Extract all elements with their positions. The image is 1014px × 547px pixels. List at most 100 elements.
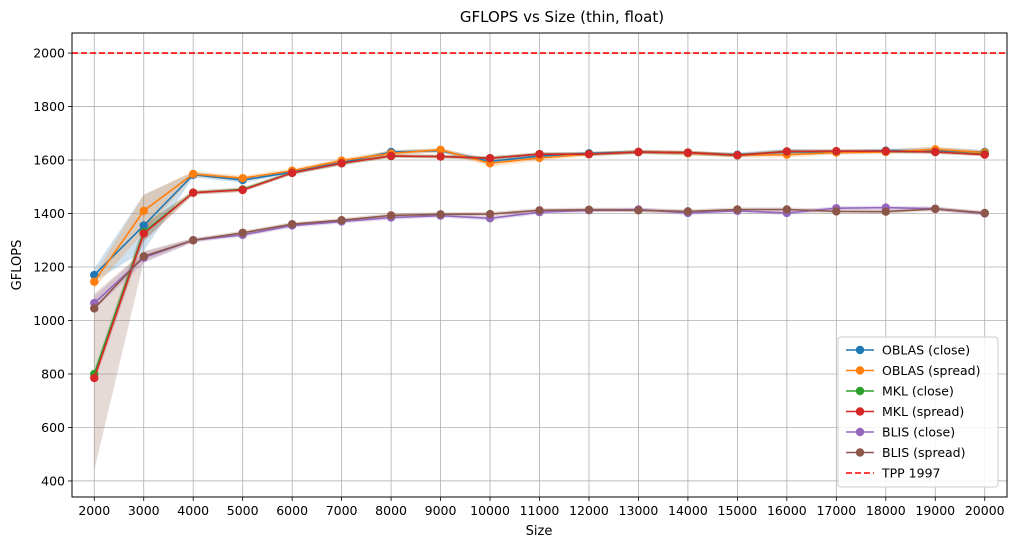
data-point [584, 205, 594, 214]
data-point [634, 206, 643, 215]
legend-label: OBLAS (spread) [882, 363, 980, 378]
legend-marker [855, 366, 865, 375]
series-3 [90, 147, 989, 383]
y-tick-label: 800 [41, 366, 65, 381]
x-tick-label: 10000 [470, 503, 510, 518]
x-axis-title: Size [526, 524, 553, 539]
data-point [337, 216, 346, 225]
data-point [238, 174, 247, 183]
x-tick-label: 5000 [227, 503, 259, 518]
data-point [881, 147, 890, 156]
data-point [90, 277, 99, 286]
data-point [189, 188, 198, 197]
chart-title: GFLOPS vs Size (thin, float) [460, 8, 664, 26]
data-point [139, 206, 148, 216]
data-point [931, 147, 940, 157]
data-point [733, 205, 742, 214]
x-tick-label: 9000 [425, 503, 457, 518]
x-tick-label: 12000 [569, 503, 609, 518]
x-tick-label: 4000 [177, 503, 209, 518]
data-point [189, 236, 198, 245]
data-point [90, 373, 99, 383]
legend-label: MKL (spread) [882, 404, 964, 419]
data-point [287, 220, 297, 229]
legend-entry: BLIS (spread) [846, 445, 965, 460]
legend: OBLAS (close) OBLAS (spread) MKL (close) MK… [837, 336, 999, 488]
series-5 [90, 204, 989, 313]
legend-label: BLIS (spread) [882, 445, 965, 460]
data-point [90, 270, 99, 280]
y-tick-label: 1200 [33, 260, 65, 275]
x-tick-label: 15000 [718, 503, 758, 518]
data-point [980, 208, 989, 218]
x-tick-label: 11000 [520, 503, 560, 518]
x-tick-label: 19000 [915, 503, 955, 518]
data-point [139, 252, 148, 261]
legend-label: BLIS (close) [882, 425, 955, 440]
data-point [337, 159, 346, 168]
data-point [980, 150, 989, 159]
data-point [485, 153, 495, 163]
data-point [436, 152, 445, 161]
data-point [683, 207, 693, 216]
data-point [287, 168, 297, 178]
data-point [535, 149, 544, 159]
y-tick-label: 2000 [33, 46, 65, 61]
data-point [782, 205, 792, 214]
x-tick-label: 17000 [816, 503, 856, 518]
x-axis-ticks: 2000 3000 4000 5000 6000 7000 8000 9000 10000 110… [78, 497, 1005, 518]
data-point [931, 204, 940, 214]
x-tick-label: 8000 [375, 503, 407, 518]
data-point [189, 169, 198, 179]
data-point [139, 229, 148, 238]
data-point [584, 149, 594, 159]
legend-box [837, 336, 999, 488]
y-tick-label: 1000 [33, 313, 65, 328]
legend-entry: MKL (spread) [846, 404, 964, 419]
legend-label: TPP 1997 [881, 466, 941, 481]
data-point [436, 210, 445, 219]
x-tick-label: 14000 [668, 503, 708, 518]
data-point [90, 304, 99, 313]
y-tick-label: 600 [41, 420, 65, 435]
data-point [782, 147, 792, 156]
data-point [485, 209, 495, 219]
data-point [881, 207, 890, 216]
legend-marker [855, 407, 865, 416]
y-tick-label: 1600 [33, 153, 65, 168]
data-point [832, 207, 841, 216]
legend-entry: OBLAS (close) [846, 343, 970, 358]
data-point [832, 147, 841, 156]
legend-label: MKL (close) [882, 384, 954, 399]
data-point [238, 185, 247, 195]
data-point [436, 145, 445, 155]
data-point [139, 221, 148, 230]
x-tick-label: 6000 [276, 503, 308, 518]
legend-entry: TPP 1997 [846, 466, 941, 481]
data-point [535, 206, 544, 215]
legend-marker [855, 345, 865, 355]
y-axis-title: GFLOPS [10, 240, 25, 291]
x-tick-label: 3000 [128, 503, 160, 518]
legend-entry: MKL (close) [846, 384, 954, 399]
x-tick-label: 2000 [78, 503, 110, 518]
legend-label: OBLAS (close) [882, 343, 970, 358]
y-axis-ticks: 400 600 800 1000 1200 1400 1600 1800 2000 [33, 46, 72, 488]
x-tick-label: 18000 [866, 503, 906, 518]
x-tick-label: 7000 [326, 503, 358, 518]
legend-marker [855, 448, 865, 457]
legend-entry: OBLAS (spread) [846, 363, 980, 378]
x-tick-label: 13000 [619, 503, 659, 518]
series-lines [90, 145, 989, 383]
data-point [683, 148, 693, 157]
y-tick-label: 1400 [33, 206, 65, 221]
data-point [386, 151, 396, 161]
data-point [386, 211, 396, 220]
legend-entry: BLIS (close) [846, 425, 955, 440]
data-point [733, 151, 742, 160]
x-tick-label: 16000 [767, 503, 807, 518]
data-point [238, 228, 247, 237]
legend-marker [855, 427, 865, 437]
legend-marker [855, 386, 865, 396]
